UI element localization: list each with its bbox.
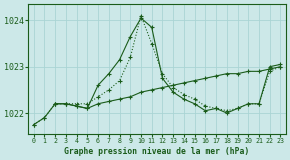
X-axis label: Graphe pression niveau de la mer (hPa): Graphe pression niveau de la mer (hPa) [64, 147, 250, 156]
